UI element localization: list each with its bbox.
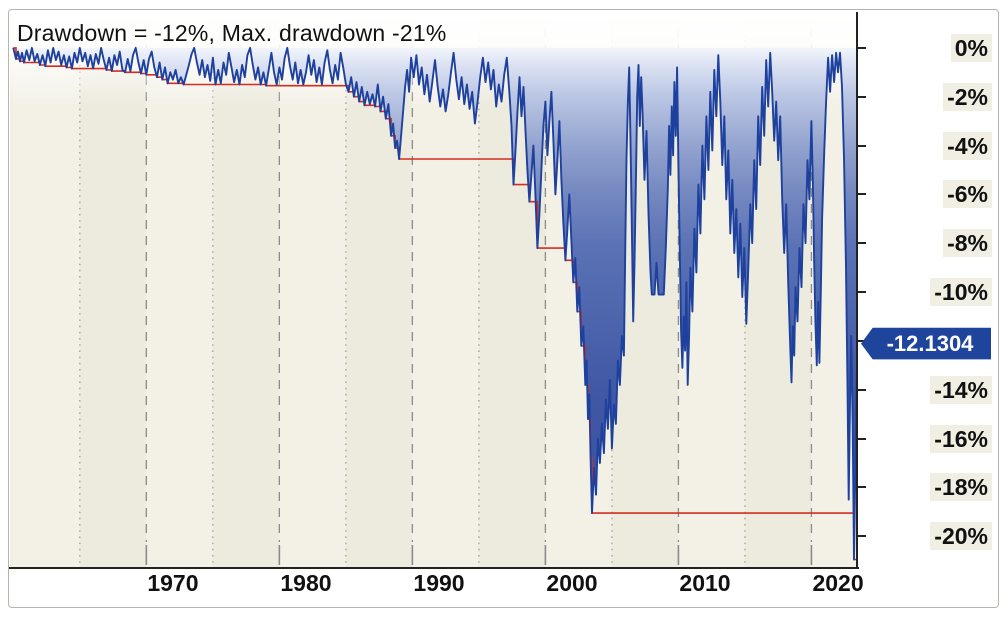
y-axis-tick [858,95,866,98]
y-axis-tick [858,291,866,294]
drawdown-area-chart[interactable] [10,12,858,568]
y-axis-tick [858,388,866,391]
current-value-badge: -12.1304 [861,327,991,360]
x-axis-label: 1980 [280,570,332,596]
x-axis-label: 2010 [679,570,731,596]
y-axis-tick [858,339,866,342]
drawdown-line [12,46,858,561]
y-axis-tick [858,486,866,489]
y-axis-label: -8% [943,229,992,258]
x-axis-label: 1970 [147,570,199,596]
y-axis-label: -16% [930,424,992,453]
chart-plot-area[interactable] [10,12,858,568]
y-axis-line [856,12,858,568]
y-axis-label: -10% [930,278,992,307]
y-axis-label: 0% [950,33,992,62]
y-axis-tick [858,242,866,245]
y-axis-label: -18% [930,473,992,502]
y-axis-tick [858,535,866,538]
y-axis-tick [858,46,866,49]
y-axis-tick [858,437,866,440]
y-axis-tick [858,193,866,196]
x-axis-label: 1990 [413,570,465,596]
x-axis-line [9,567,859,569]
y-axis-label: -14% [930,375,992,404]
y-axis-label: -20% [930,522,992,551]
y-axis-label: -6% [943,180,992,209]
y-axis-tick [858,144,866,147]
y-axis-label: -4% [943,131,992,160]
x-axis-label: 2000 [546,570,598,596]
x-axis-label: 2020 [812,570,864,596]
chart-title: Drawdown = -12%, Max. drawdown -21% [17,20,447,46]
y-axis-label: -2% [943,82,992,111]
